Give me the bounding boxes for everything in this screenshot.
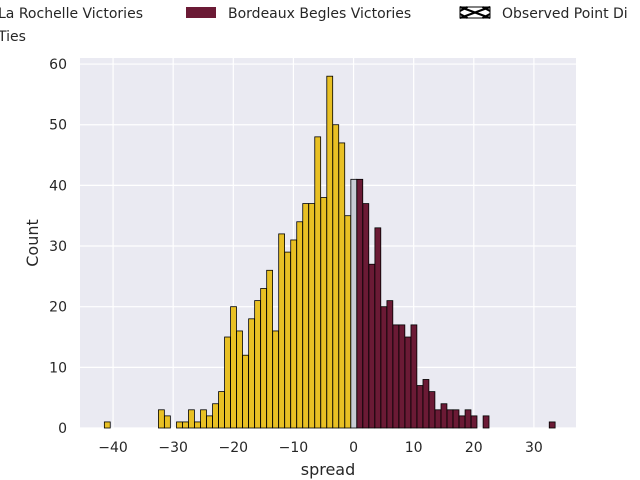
- bar-la-rochelle-victories: [332, 124, 340, 429]
- bar-la-rochelle-victories: [236, 330, 243, 429]
- x-axis-ticks: −40 −30 −20 −10 0 10 20 30: [98, 440, 543, 456]
- bar-bordeaux-begles-victories: [458, 415, 466, 429]
- legend-swatch-observed-point: [459, 6, 491, 19]
- bar-la-rochelle-victories: [296, 221, 304, 429]
- bar-la-rochelle-victories: [278, 233, 285, 429]
- legend-label-ties: Ties: [0, 29, 26, 45]
- y-axis-ticks: 0 10 20 30 40 50 60: [49, 57, 67, 437]
- legend: La Rochelle Victories Bordeaux Begles Vi…: [0, 6, 628, 45]
- bar-la-rochelle-victories: [194, 421, 201, 429]
- bar-bordeaux-begles-victories: [398, 324, 406, 429]
- bar-ties: [350, 178, 358, 429]
- bar-la-rochelle-victories: [182, 421, 189, 429]
- bar-bordeaux-begles-victories: [446, 409, 454, 429]
- bar-la-rochelle-victories: [206, 415, 213, 429]
- y-axis-label: Count: [23, 219, 42, 267]
- y-tick-label: 20: [49, 300, 67, 316]
- bar-la-rochelle-victories: [158, 409, 165, 429]
- x-tick-label: −40: [98, 440, 128, 456]
- x-tick-label: −20: [219, 440, 249, 456]
- bar-la-rochelle-victories: [326, 75, 334, 429]
- bar-bordeaux-begles-victories: [548, 421, 556, 429]
- bar-la-rochelle-victories: [314, 136, 322, 429]
- x-tick-label: −30: [158, 440, 188, 456]
- bar-bordeaux-begles-victories: [464, 409, 472, 429]
- bar-la-rochelle-victories: [242, 354, 249, 429]
- legend-label-bordeaux: Bordeaux Begles Victories: [228, 6, 411, 22]
- bar-la-rochelle-victories: [200, 409, 207, 429]
- bar-la-rochelle-victories: [284, 251, 292, 429]
- bar-la-rochelle-victories: [290, 239, 298, 429]
- bar-bordeaux-begles-victories: [470, 415, 478, 429]
- bar-bordeaux-begles-victories: [410, 324, 418, 429]
- bar-bordeaux-begles-victories: [386, 300, 394, 429]
- legend-label-la-rochelle: La Rochelle Victories: [0, 6, 143, 22]
- bar-la-rochelle-victories: [308, 203, 316, 429]
- bar-la-rochelle-victories: [188, 409, 195, 429]
- bar-bordeaux-begles-victories: [422, 379, 430, 429]
- bar-la-rochelle-victories: [230, 306, 237, 429]
- bar-la-rochelle-victories: [224, 336, 231, 429]
- x-tick-label: 20: [465, 440, 483, 456]
- y-tick-label: 50: [49, 118, 67, 134]
- bar-la-rochelle-victories: [272, 330, 279, 429]
- y-tick-label: 40: [49, 178, 67, 194]
- x-tick-label: 0: [349, 440, 358, 456]
- x-tick-label: −10: [279, 440, 309, 456]
- histogram-bars: [103, 75, 556, 429]
- bar-bordeaux-begles-victories: [416, 385, 424, 429]
- bar-bordeaux-begles-victories: [404, 336, 412, 429]
- y-tick-label: 30: [49, 239, 67, 255]
- y-tick-label: 0: [58, 421, 67, 437]
- bar-la-rochelle-victories: [164, 415, 171, 429]
- bar-la-rochelle-victories: [176, 421, 183, 429]
- y-tick-label: 60: [49, 57, 67, 73]
- legend-swatch-bordeaux: [186, 7, 216, 18]
- bar-la-rochelle-victories: [320, 197, 328, 429]
- bar-la-rochelle-victories: [212, 403, 219, 429]
- bar-bordeaux-begles-victories: [434, 409, 442, 429]
- bar-bordeaux-begles-victories: [428, 391, 436, 429]
- x-axis-label: spread: [301, 460, 356, 479]
- legend-label-observed-point: Observed Point Di: [502, 6, 628, 22]
- bar-la-rochelle-victories: [338, 142, 346, 429]
- bar-bordeaux-begles-victories: [368, 263, 376, 429]
- y-tick-label: 10: [49, 360, 67, 376]
- bar-bordeaux-begles-victories: [362, 203, 370, 429]
- bar-bordeaux-begles-victories: [482, 415, 490, 429]
- bar-la-rochelle-victories: [218, 391, 225, 429]
- bar-bordeaux-begles-victories: [392, 324, 400, 429]
- bar-bordeaux-begles-victories: [374, 227, 382, 429]
- bar-la-rochelle-victories: [266, 269, 273, 429]
- bar-bordeaux-begles-victories: [380, 306, 388, 429]
- bar-la-rochelle-victories: [260, 288, 267, 429]
- bar-la-rochelle-victories: [344, 215, 352, 429]
- bar-la-rochelle-victories: [103, 421, 111, 429]
- x-tick-label: 30: [525, 440, 543, 456]
- bar-la-rochelle-victories: [302, 203, 310, 429]
- bar-bordeaux-begles-victories: [452, 409, 460, 429]
- bar-la-rochelle-victories: [254, 300, 261, 429]
- x-tick-label: 10: [405, 440, 423, 456]
- bar-la-rochelle-victories: [248, 318, 255, 429]
- bar-bordeaux-begles-victories: [440, 403, 448, 429]
- bar-bordeaux-begles-victories: [356, 178, 364, 429]
